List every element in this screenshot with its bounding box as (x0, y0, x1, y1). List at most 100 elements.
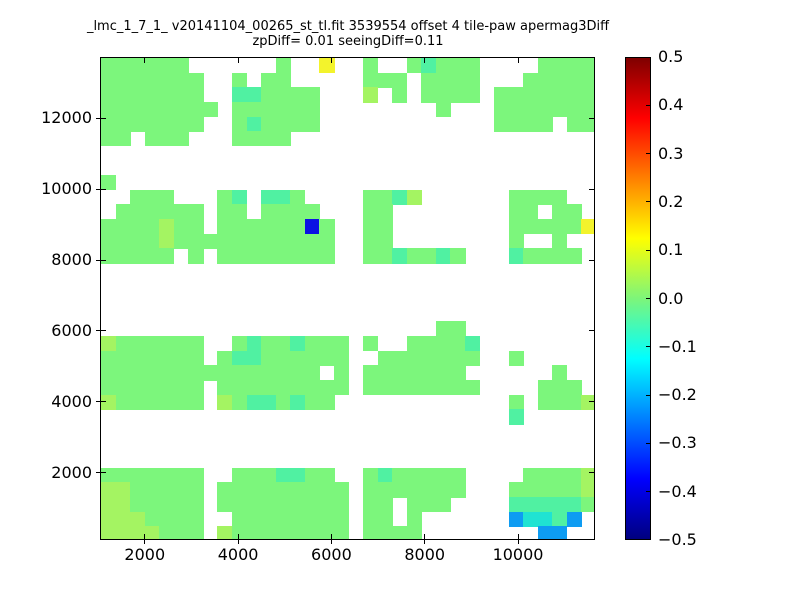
heatmap-cell (144, 233, 160, 249)
heatmap-cell (144, 482, 160, 498)
heatmap-cell (392, 189, 408, 205)
heatmap-cell (537, 101, 553, 118)
heatmap-cell (101, 248, 117, 264)
heatmap-cell (450, 58, 466, 74)
y-tick (96, 330, 100, 332)
heatmap-cell (377, 497, 393, 513)
heatmap-cell (261, 131, 277, 147)
y-tick (100, 472, 106, 474)
heatmap-cell (275, 189, 291, 205)
heatmap-cell (275, 72, 291, 88)
heatmap-cell (523, 116, 539, 132)
heatmap-cell (290, 380, 306, 396)
heatmap-cell (115, 101, 131, 118)
heatmap-cell (508, 87, 524, 103)
heatmap-cell (159, 380, 175, 396)
heatmap-cell (173, 72, 189, 88)
heatmap-cell (552, 394, 568, 410)
heatmap-cell (101, 101, 117, 118)
heatmap-cell (581, 72, 594, 88)
heatmap-cell (232, 526, 248, 539)
heatmap-cell (523, 72, 539, 88)
colorbar-tick-label: −0.3 (658, 433, 697, 453)
x-tick-label: 2000 (124, 545, 166, 564)
y-tick (96, 188, 100, 190)
heatmap-cell (232, 394, 248, 410)
heatmap-cell (115, 233, 131, 249)
heatmap-cell (130, 189, 146, 205)
heatmap-cell (537, 482, 553, 498)
heatmap-cell (261, 365, 277, 381)
heatmap-cell (290, 350, 306, 366)
heatmap-cell (290, 219, 306, 235)
heatmap-cell (246, 233, 262, 249)
heatmap-cell (435, 321, 451, 337)
heatmap-cell (494, 87, 510, 103)
heatmap-cell (275, 87, 291, 103)
heatmap-cell (246, 394, 262, 410)
heatmap-cell (144, 336, 160, 352)
heatmap-cell (275, 380, 291, 396)
heatmap-cell (304, 394, 320, 410)
heatmap-cell (421, 467, 437, 484)
heatmap-cell (304, 482, 320, 498)
heatmap-cell (275, 497, 291, 513)
heatmap-cell (537, 189, 553, 205)
heatmap-cell (290, 467, 306, 484)
heatmap-cell (406, 482, 422, 498)
heatmap-cell (566, 58, 583, 74)
y-tick-label: 12000 (41, 108, 92, 128)
heatmap-cell (537, 116, 553, 132)
heatmap-cell (275, 336, 291, 352)
heatmap-cell (435, 336, 451, 352)
heatmap-cell (217, 365, 233, 381)
heatmap-cell (304, 511, 320, 527)
heatmap-cell (275, 365, 291, 381)
heatmap-cell (217, 219, 233, 235)
heatmap-cell (101, 394, 117, 410)
heatmap-cell (232, 219, 248, 235)
colorbar-tick-label: 0.0 (658, 288, 684, 308)
heatmap-cell (406, 526, 422, 539)
chart-title-line2: zpDiff= 0.01 seeingDiff=0.11 (252, 34, 444, 49)
heatmap-cell (232, 365, 248, 381)
heatmap-cell (217, 526, 233, 539)
heatmap-cell (333, 380, 350, 396)
colorbar-tick-label: −0.2 (658, 385, 697, 405)
heatmap-cell (159, 497, 175, 513)
heatmap-cell (130, 394, 146, 410)
heatmap-cell (304, 87, 320, 103)
x-tick (424, 540, 426, 544)
heatmap-cell (421, 87, 437, 103)
heatmap-cell (421, 336, 437, 352)
heatmap-cell (275, 394, 291, 410)
heatmap-cell (523, 189, 539, 205)
heatmap-cell (115, 58, 131, 74)
heatmap-cell (144, 365, 160, 381)
heatmap-cell (523, 101, 539, 118)
colorbar-tick-label: 0.4 (658, 95, 684, 115)
heatmap-cell (435, 380, 451, 396)
heatmap-cell (523, 219, 539, 235)
heatmap-cell (319, 482, 335, 498)
heatmap-cell (333, 511, 350, 527)
heatmap-cell (377, 467, 393, 484)
heatmap-cell (319, 58, 335, 74)
heatmap-cell (188, 101, 204, 118)
heatmap-cell (566, 467, 583, 484)
heatmap-cell (523, 248, 539, 264)
heatmap-cell (566, 497, 583, 513)
heatmap-cell (450, 248, 466, 264)
heatmap-cell (232, 233, 248, 249)
heatmap-cell (290, 116, 306, 132)
heatmap-cell (232, 189, 248, 205)
heatmap-cell (552, 365, 568, 381)
heatmap-cell (246, 526, 262, 539)
heatmap-cell (363, 365, 379, 381)
heatmap-cell (188, 467, 204, 484)
heatmap-cell (115, 511, 131, 527)
heatmap-cell (537, 219, 553, 235)
heatmap-cell (101, 131, 117, 147)
heatmap-cell (421, 482, 437, 498)
heatmap-cell (246, 219, 262, 235)
